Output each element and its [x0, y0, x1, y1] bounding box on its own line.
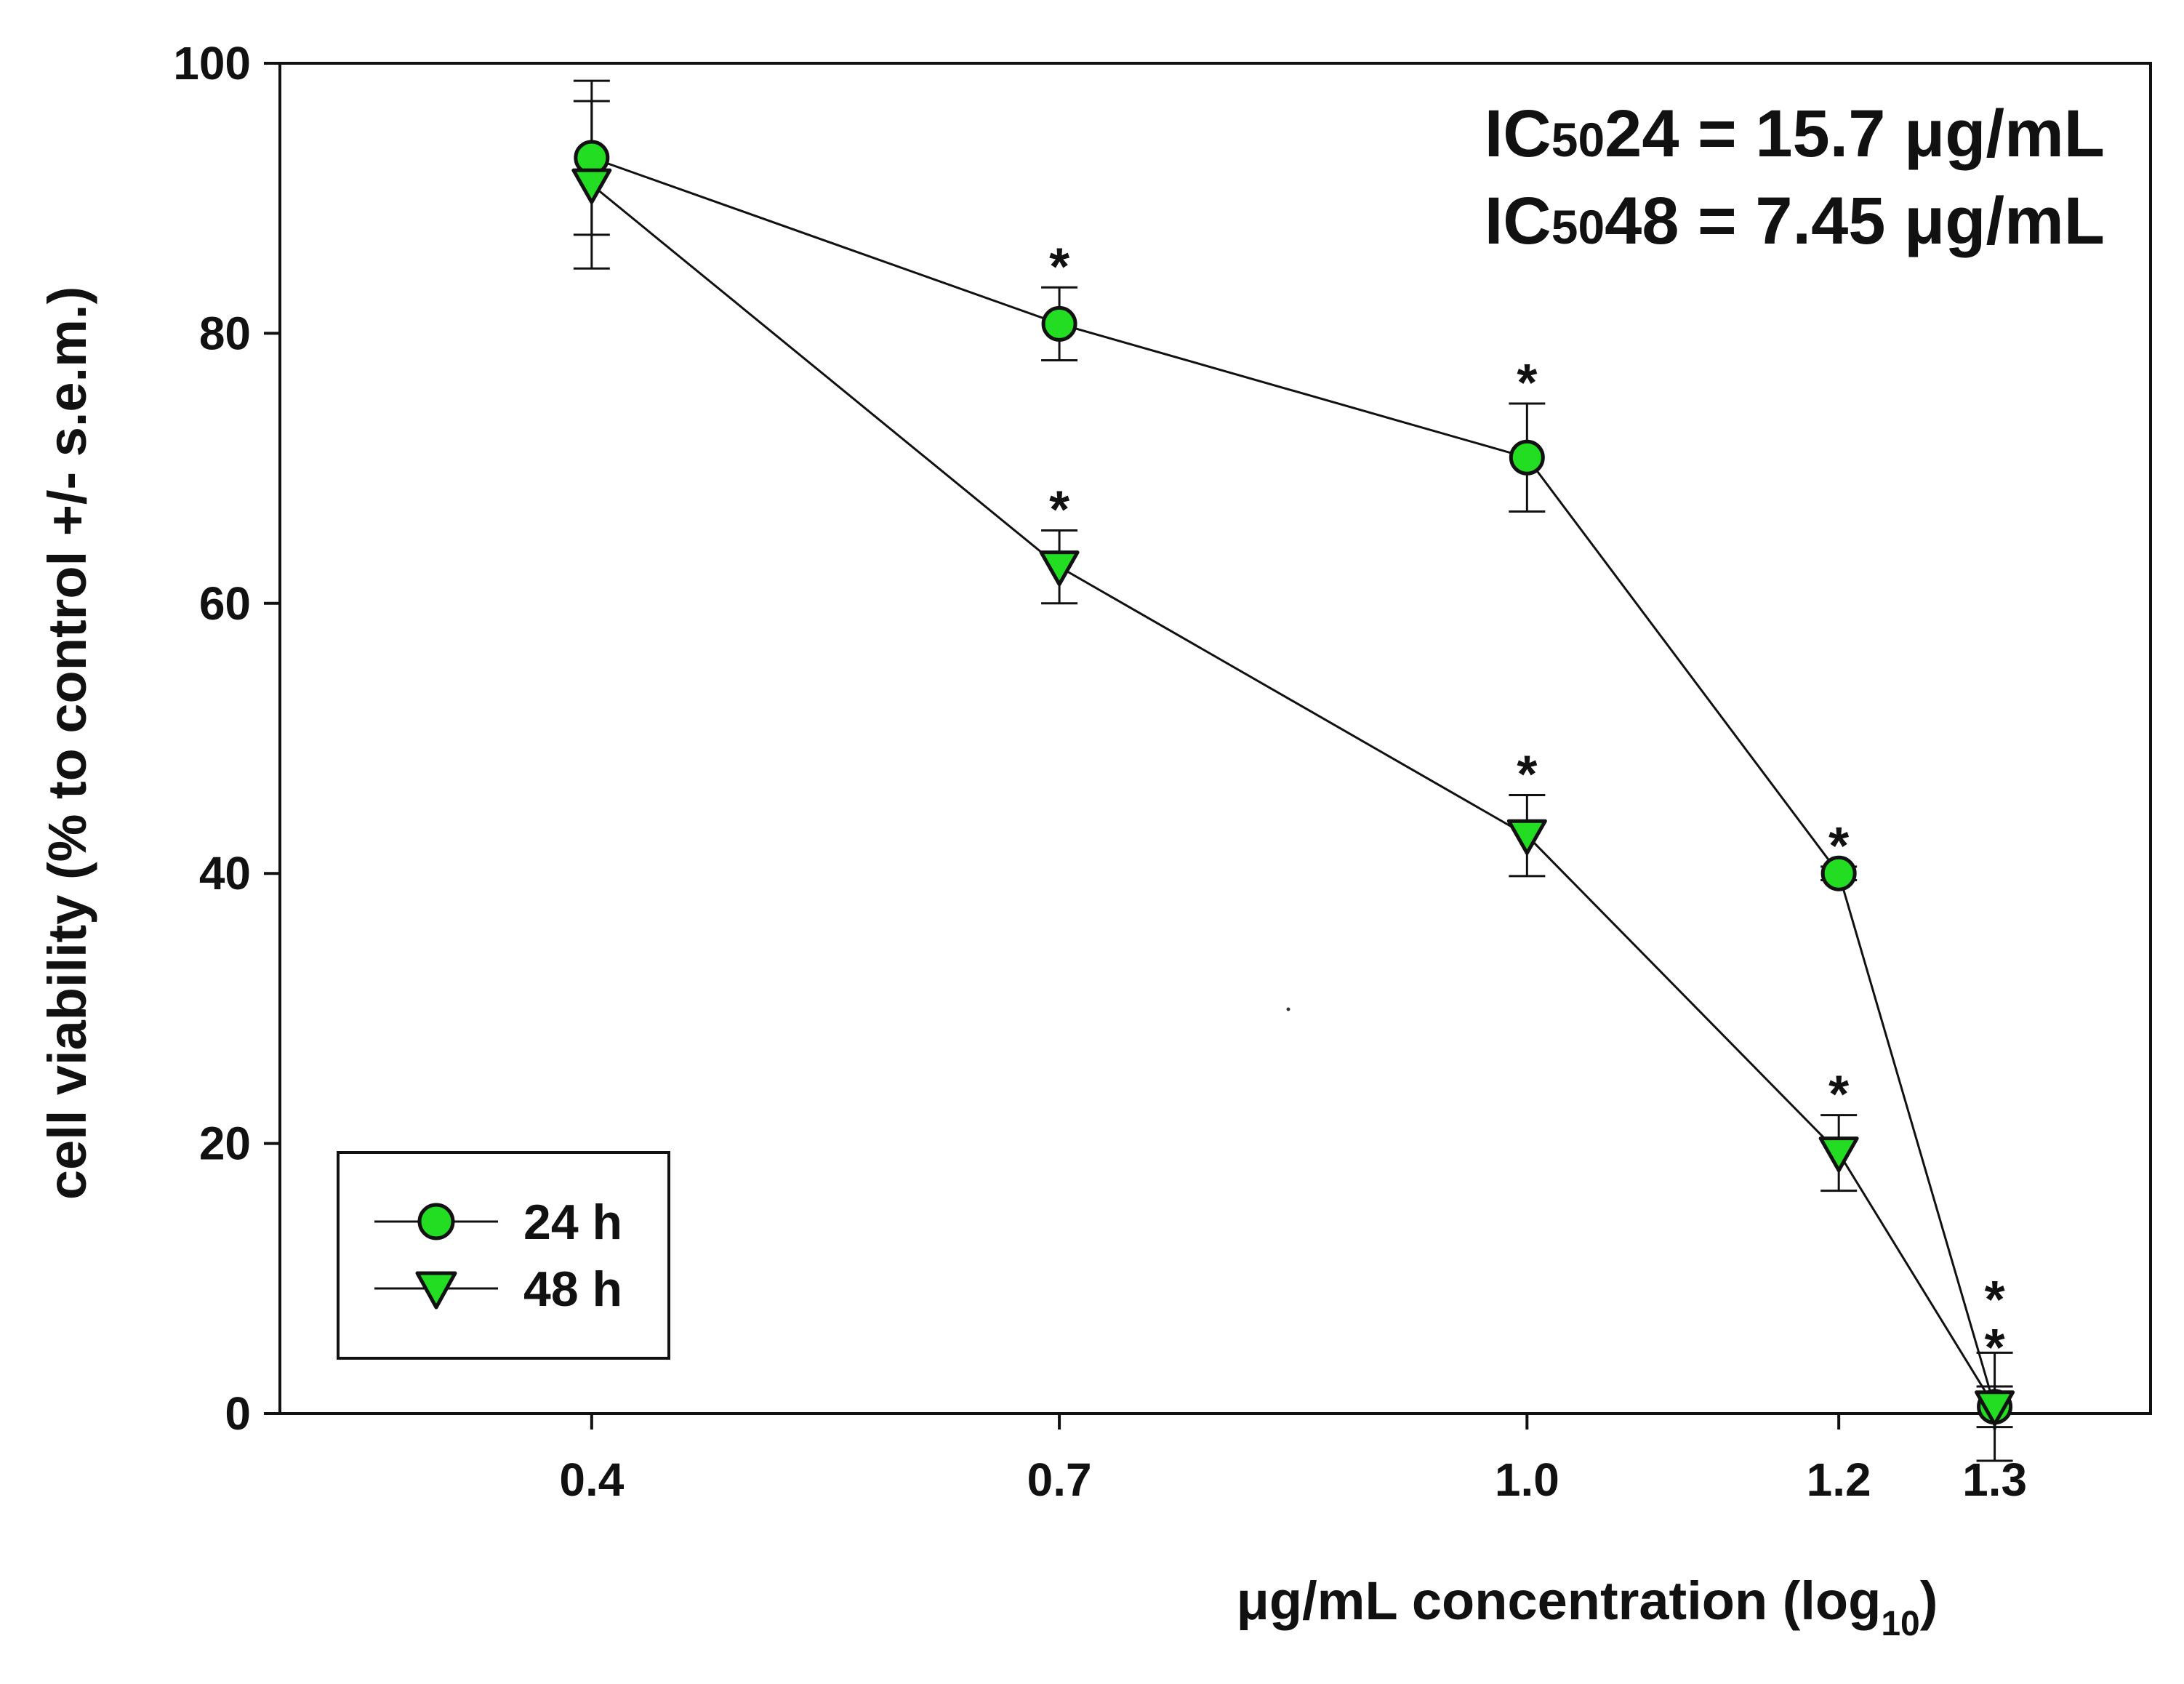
significance-star: *: [1517, 354, 1537, 412]
significance-star: *: [1985, 1319, 2005, 1377]
significance-star: *: [1517, 745, 1537, 803]
significance-star: *: [1049, 238, 1069, 296]
x-tick-label: 1.2: [1807, 1454, 1871, 1506]
ic50-48h-annotation: IC5048 = 7.45 μg/mL: [1485, 184, 2105, 258]
ic50-48h-prefix: IC: [1485, 184, 1551, 258]
x-tick-label: 0.4: [559, 1454, 624, 1506]
y-axis-title: cell viability (% to control +/- s.e.m.): [37, 286, 97, 1200]
plot-area-frame: [278, 62, 2152, 1415]
significance-star: *: [1049, 481, 1069, 540]
x-tick-label: 1.3: [1962, 1454, 2027, 1506]
axis-ticks: 0 20 40 60 80 100 0.4 0.7 1.0 1.2 1.3: [173, 37, 2027, 1506]
stray-dot: [1286, 1007, 1290, 1011]
legend-label-48h: 48 h: [523, 1262, 622, 1317]
marker-triangle-48h: [571, 168, 612, 204]
marker-circle-24h: [1041, 305, 1077, 342]
legend: 24 h 48 h: [337, 1151, 670, 1360]
significance-star: *: [1985, 1271, 2005, 1329]
legend-label-24h: 24 h: [523, 1195, 622, 1250]
x-axis-title-close: ): [1920, 1571, 1938, 1631]
x-axis-title: μg/mL concentration (log10): [1237, 1571, 1938, 1643]
ic50-48h-value: 48 = 7.45 μg/mL: [1605, 184, 2105, 258]
y-tick-label: 0: [225, 1387, 251, 1440]
ic50-48h-subscript: 50: [1551, 200, 1605, 254]
legend-box: [337, 1151, 670, 1360]
x-axis-title-main: μg/mL concentration (log: [1237, 1571, 1882, 1631]
marker-circle-24h: [1820, 855, 1857, 891]
x-tick-label: 1.0: [1495, 1454, 1559, 1506]
significance-markers: ********: [1049, 238, 2005, 1377]
marker-triangle-48h: [1818, 1136, 1859, 1173]
ic50-24h-subscript: 50: [1551, 113, 1605, 167]
marker-triangle-48h: [1506, 819, 1547, 855]
y-tick-label: 60: [199, 577, 251, 630]
y-tick-label: 40: [199, 847, 251, 899]
y-tick-label: 20: [199, 1118, 251, 1170]
x-tick-label: 0.7: [1027, 1454, 1092, 1506]
data-markers: [571, 140, 2015, 1427]
y-tick-label: 100: [173, 37, 251, 89]
legend-marker-circle: [417, 1203, 455, 1240]
ic50-24h-value: 24 = 15.7 μg/mL: [1605, 97, 2105, 171]
marker-triangle-48h: [1975, 1390, 2015, 1427]
significance-star: *: [1828, 1066, 1849, 1124]
marker-circle-24h: [1509, 439, 1545, 476]
marker-triangle-48h: [1039, 550, 1080, 587]
ic50-24h-annotation: IC5024 = 15.7 μg/mL: [1485, 97, 2105, 171]
ic50-24h-prefix: IC: [1485, 97, 1551, 171]
x-axis-title-subscript: 10: [1881, 1605, 1919, 1643]
significance-star: *: [1828, 817, 1849, 875]
legend-marker-triangle-down: [415, 1271, 457, 1310]
y-tick-label: 80: [199, 307, 251, 359]
